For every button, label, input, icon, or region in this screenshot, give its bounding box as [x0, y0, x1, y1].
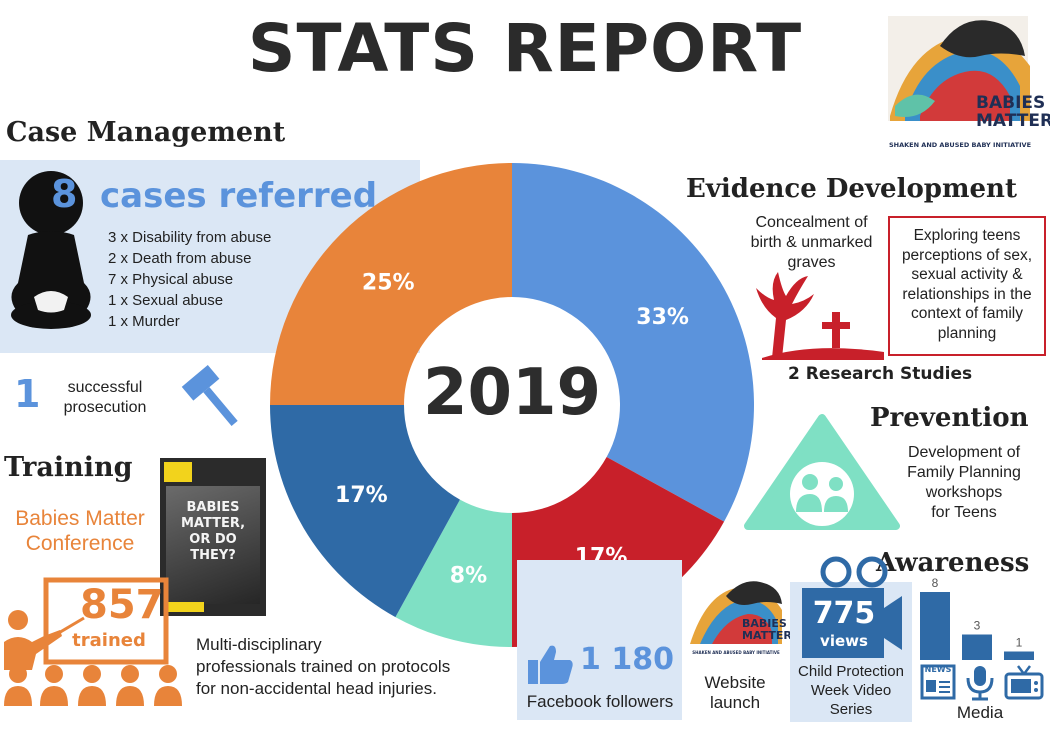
case-item: 2 x Death from abuse	[108, 250, 252, 267]
study-1-label: Concealment of birth & unmarked graves	[750, 214, 873, 271]
evidence-heading: Evidence Development	[686, 174, 1017, 204]
graveyard-icon	[756, 272, 884, 360]
donut-slice-prevention	[395, 499, 512, 647]
media-bar-news	[920, 592, 950, 660]
case-item: 3 x Disability from abuse	[108, 229, 272, 246]
presenter-icon	[4, 577, 182, 706]
donut-label-awareness: 17%	[335, 483, 388, 508]
page-title: STATS REPORT	[247, 10, 803, 87]
donut-slice-case-management	[512, 163, 754, 522]
donut-label-case-management: 33%	[636, 305, 689, 330]
prosecution-count: 1	[14, 372, 41, 416]
case-item: 7 x Physical abuse	[108, 271, 234, 288]
website-logo-line-1: BABIES	[742, 617, 787, 630]
media-bar-radio	[962, 634, 992, 660]
donut-label-training: 25%	[362, 270, 415, 295]
logo: BABIES MATTER SHAKEN AND ABUSED BABY INI…	[880, 6, 1050, 154]
facebook-count: 1 180	[580, 642, 674, 677]
prevention-heading: Prevention	[870, 403, 1029, 433]
views-count: 775	[812, 596, 876, 631]
study-2-label: Exploring teens perceptions of sex, sexu…	[901, 227, 1033, 342]
training-description: Multi-disciplinary professionals trained…	[196, 635, 451, 698]
website-logo-line-2: MATTER	[742, 629, 792, 642]
baby-silhouette-icon	[11, 171, 91, 329]
baby-illustration-small-icon	[690, 581, 782, 644]
microphone-icon	[966, 666, 994, 701]
cases-count: 8	[51, 172, 78, 216]
facebook-panel	[517, 560, 682, 720]
logo-line-1: BABIES	[976, 93, 1046, 113]
media-bar-label-tv: 1	[1016, 636, 1023, 650]
book-cover: BABIES MATTER, OR DO THEY?	[160, 458, 266, 616]
website-logo: BABIES MATTER SHAKEN AND ABUSED BABY INI…	[686, 574, 792, 662]
case-management-heading: Case Management	[6, 117, 286, 148]
trained-label: trained	[72, 630, 146, 651]
cases-label: cases referred	[100, 176, 378, 216]
baby-illustration-icon	[888, 16, 1030, 121]
prosecution-label: successful prosecution	[63, 379, 147, 416]
trained-count: 857	[80, 582, 164, 628]
donut-label-prevention: 8%	[450, 564, 487, 589]
newspaper-icon-label: NEWS	[924, 665, 952, 674]
study-2-box	[888, 216, 1046, 356]
conference-label: Babies Matter Conference	[15, 507, 145, 555]
gavel-icon	[181, 364, 238, 426]
training-heading: Training	[4, 452, 133, 483]
media-label: Media	[956, 703, 1004, 722]
donut-slice-training	[270, 163, 512, 405]
media-bar-label-radio: 3	[974, 619, 981, 633]
media-bar-tv	[1004, 651, 1034, 660]
case-list: 3 x Disability from abuse 2 x Death from…	[108, 227, 271, 332]
newspaper-icon	[920, 664, 956, 700]
awareness-heading: Awareness	[876, 548, 1030, 578]
logo-line-2: MATTER	[976, 111, 1050, 131]
chart-center-year: 2019	[422, 356, 602, 430]
media-bar-chart: 8 3 1	[920, 576, 1034, 660]
case-item: 1 x Murder	[108, 313, 180, 330]
case-item: 1 x Sexual abuse	[108, 292, 224, 309]
website-logo-tagline: SHAKEN AND ABUSED BABY INITIATIVE	[692, 650, 780, 655]
logo-tagline: SHAKEN AND ABUSED BABY INITIATIVE	[888, 141, 1032, 149]
facebook-label: Facebook followers	[526, 692, 674, 711]
television-icon	[1004, 665, 1044, 700]
video-camera-icon	[802, 556, 902, 658]
media-bar-label-news: 8	[932, 576, 939, 590]
prevention-text: Development of Family Planning workshops…	[907, 444, 1021, 521]
research-summary: 2 Research Studies	[788, 364, 973, 384]
website-label: Website launch	[704, 673, 766, 712]
views-label: views	[820, 632, 868, 650]
donut-slice-awareness	[270, 405, 460, 618]
children-triangle-icon	[744, 414, 900, 530]
thumbs-up-icon	[528, 645, 573, 684]
video-series-label: Child Protection Week Video Series	[798, 663, 904, 718]
